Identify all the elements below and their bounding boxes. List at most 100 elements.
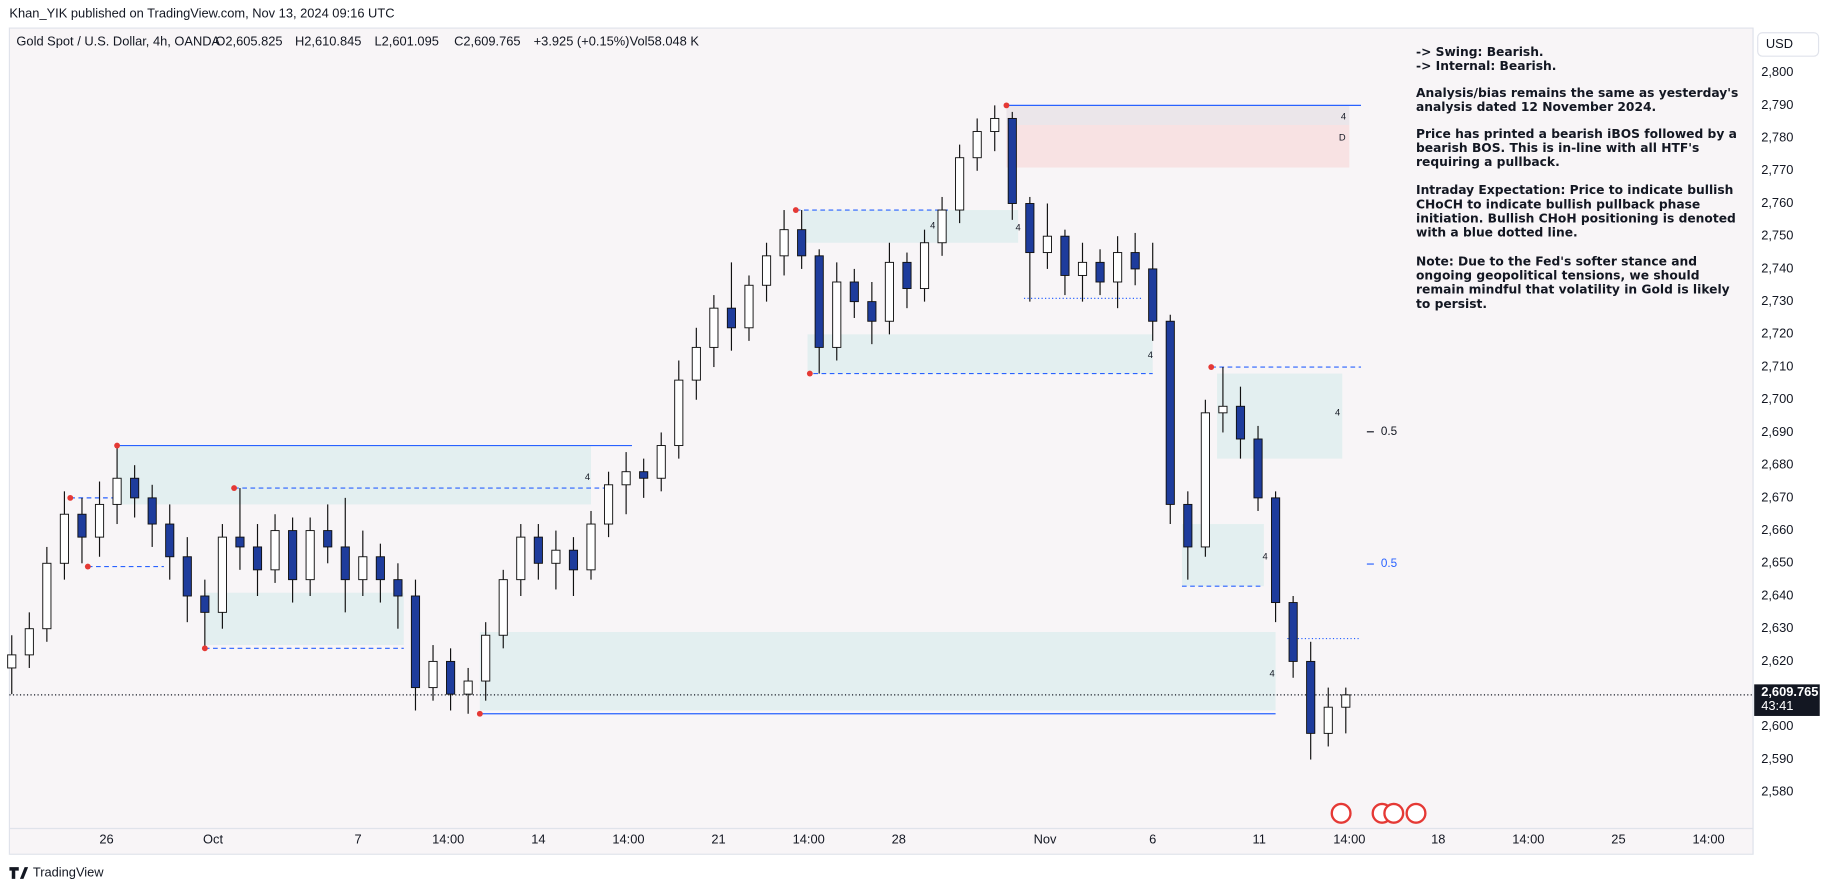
note-line: bearish BOS. This is in-line with all HT…: [1416, 141, 1699, 155]
swing-point: [201, 645, 208, 652]
fib-label: 0.5: [1381, 557, 1398, 570]
candle-body: [200, 595, 210, 613]
candle-body: [1095, 261, 1105, 283]
candle-body: [1060, 235, 1070, 276]
note-line: initiation. Bullish CHoH positioning is …: [1416, 211, 1736, 225]
candle-body: [130, 477, 140, 499]
zone: [1217, 373, 1343, 459]
zone-label: 4: [1016, 223, 1021, 233]
x-tick-label: 14:00: [612, 832, 644, 847]
last-price-box: [1754, 684, 1820, 716]
note-line: remain mindful that volatility in Gold i…: [1416, 283, 1730, 297]
zone: [1006, 105, 1350, 125]
x-tick-label: 14:00: [1692, 832, 1724, 847]
note-line: requiring a pullback.: [1416, 155, 1560, 169]
candle-body: [1271, 497, 1281, 604]
y-tick-label: 2,680: [1761, 457, 1793, 472]
legend-value: Vol58.048 K: [630, 34, 700, 49]
note-line: CHoCH to indicate bullish pullback phase: [1416, 197, 1700, 211]
candle-body: [1235, 405, 1246, 440]
swing-point: [806, 370, 813, 377]
legend-value: L2,601.095: [375, 34, 439, 49]
x-tick-label: 7: [355, 832, 362, 847]
y-tick-label: 2,600: [1761, 718, 1793, 733]
y-tick-label: 2,770: [1761, 162, 1793, 177]
candle-body: [726, 307, 737, 329]
legend-value: +3.925 (+0.15%): [534, 34, 630, 49]
zone-label: D: [1339, 133, 1346, 143]
candle-body: [797, 229, 807, 257]
candle-body: [358, 556, 368, 581]
y-tick-label: 2,800: [1761, 64, 1793, 79]
candle-body: [375, 556, 385, 581]
zone-label: 4: [1341, 111, 1346, 121]
zone: [479, 631, 1276, 711]
candle-body: [849, 281, 859, 303]
candle-body: [446, 660, 456, 695]
zone-label: 4: [585, 472, 590, 482]
candle-body: [1113, 252, 1123, 283]
zone-label: 4: [930, 220, 935, 230]
candle-body: [1253, 438, 1263, 499]
candle-body: [551, 549, 561, 564]
candle-body: [147, 497, 157, 525]
x-tick-label: 14:00: [1333, 832, 1365, 847]
candle-body: [1007, 117, 1017, 204]
candle-body: [481, 634, 491, 682]
candle-body: [1077, 261, 1088, 276]
candle-body: [867, 301, 877, 322]
x-tick-label: 26: [99, 832, 113, 847]
candle-body: [235, 536, 245, 548]
last-price-label: 2,609.765: [1761, 684, 1818, 699]
y-tick-label: 2,580: [1761, 784, 1793, 799]
candle-body: [972, 131, 982, 159]
currency[interactable]: USD: [1766, 36, 1793, 51]
swing-point: [231, 485, 238, 491]
candle-body: [814, 255, 824, 348]
y-tick-label: 2,760: [1761, 195, 1793, 210]
swing-point: [84, 563, 91, 570]
note-line: to persist.: [1416, 297, 1487, 311]
zone: [807, 334, 1153, 374]
countdown: 43:41: [1761, 698, 1793, 713]
y-tick-label: 2,590: [1761, 751, 1793, 766]
candle-body: [270, 530, 280, 571]
candle-body: [1288, 602, 1298, 662]
candle-body: [463, 680, 473, 695]
x-tick-label: 6: [1149, 832, 1156, 847]
y-tick-label: 2,710: [1761, 358, 1793, 373]
candle-body: [955, 157, 965, 211]
candle-body: [323, 530, 333, 548]
candle-body: [7, 654, 17, 669]
x-tick-label: Nov: [1034, 832, 1057, 847]
x-tick-label: 14: [531, 832, 545, 847]
y-tick-label: 2,640: [1761, 587, 1793, 602]
candle-body: [77, 513, 87, 538]
zone-label: 4: [1148, 350, 1153, 360]
candle-body: [674, 379, 684, 447]
brand: TradingView: [33, 864, 104, 879]
note-line: ongoing geopolitical tensions, we should: [1416, 269, 1700, 283]
candle-body: [94, 503, 105, 538]
x-tick-label: Oct: [203, 832, 223, 847]
x-tick-label: 14:00: [432, 832, 464, 847]
note-line: Analysis/bias remains the same as yester…: [1416, 86, 1738, 100]
candle-body: [498, 579, 508, 636]
zone-label: 4: [1269, 669, 1274, 679]
zone: [204, 592, 404, 646]
candle-body: [288, 530, 298, 581]
candle-body: [42, 562, 52, 630]
candle-body: [1183, 503, 1193, 548]
candle-body: [217, 536, 227, 613]
x-tick-label: 11: [1253, 832, 1266, 847]
zone: [117, 445, 592, 505]
candle-body: [568, 549, 579, 571]
y-tick-label: 2,790: [1761, 97, 1793, 112]
candle-body: [410, 595, 421, 689]
x-tick-label: 21: [711, 832, 725, 847]
swing-point: [114, 442, 121, 449]
brand-logo: [9, 867, 29, 879]
y-tick-label: 2,660: [1761, 522, 1793, 537]
currency-button[interactable]: [1757, 32, 1820, 57]
